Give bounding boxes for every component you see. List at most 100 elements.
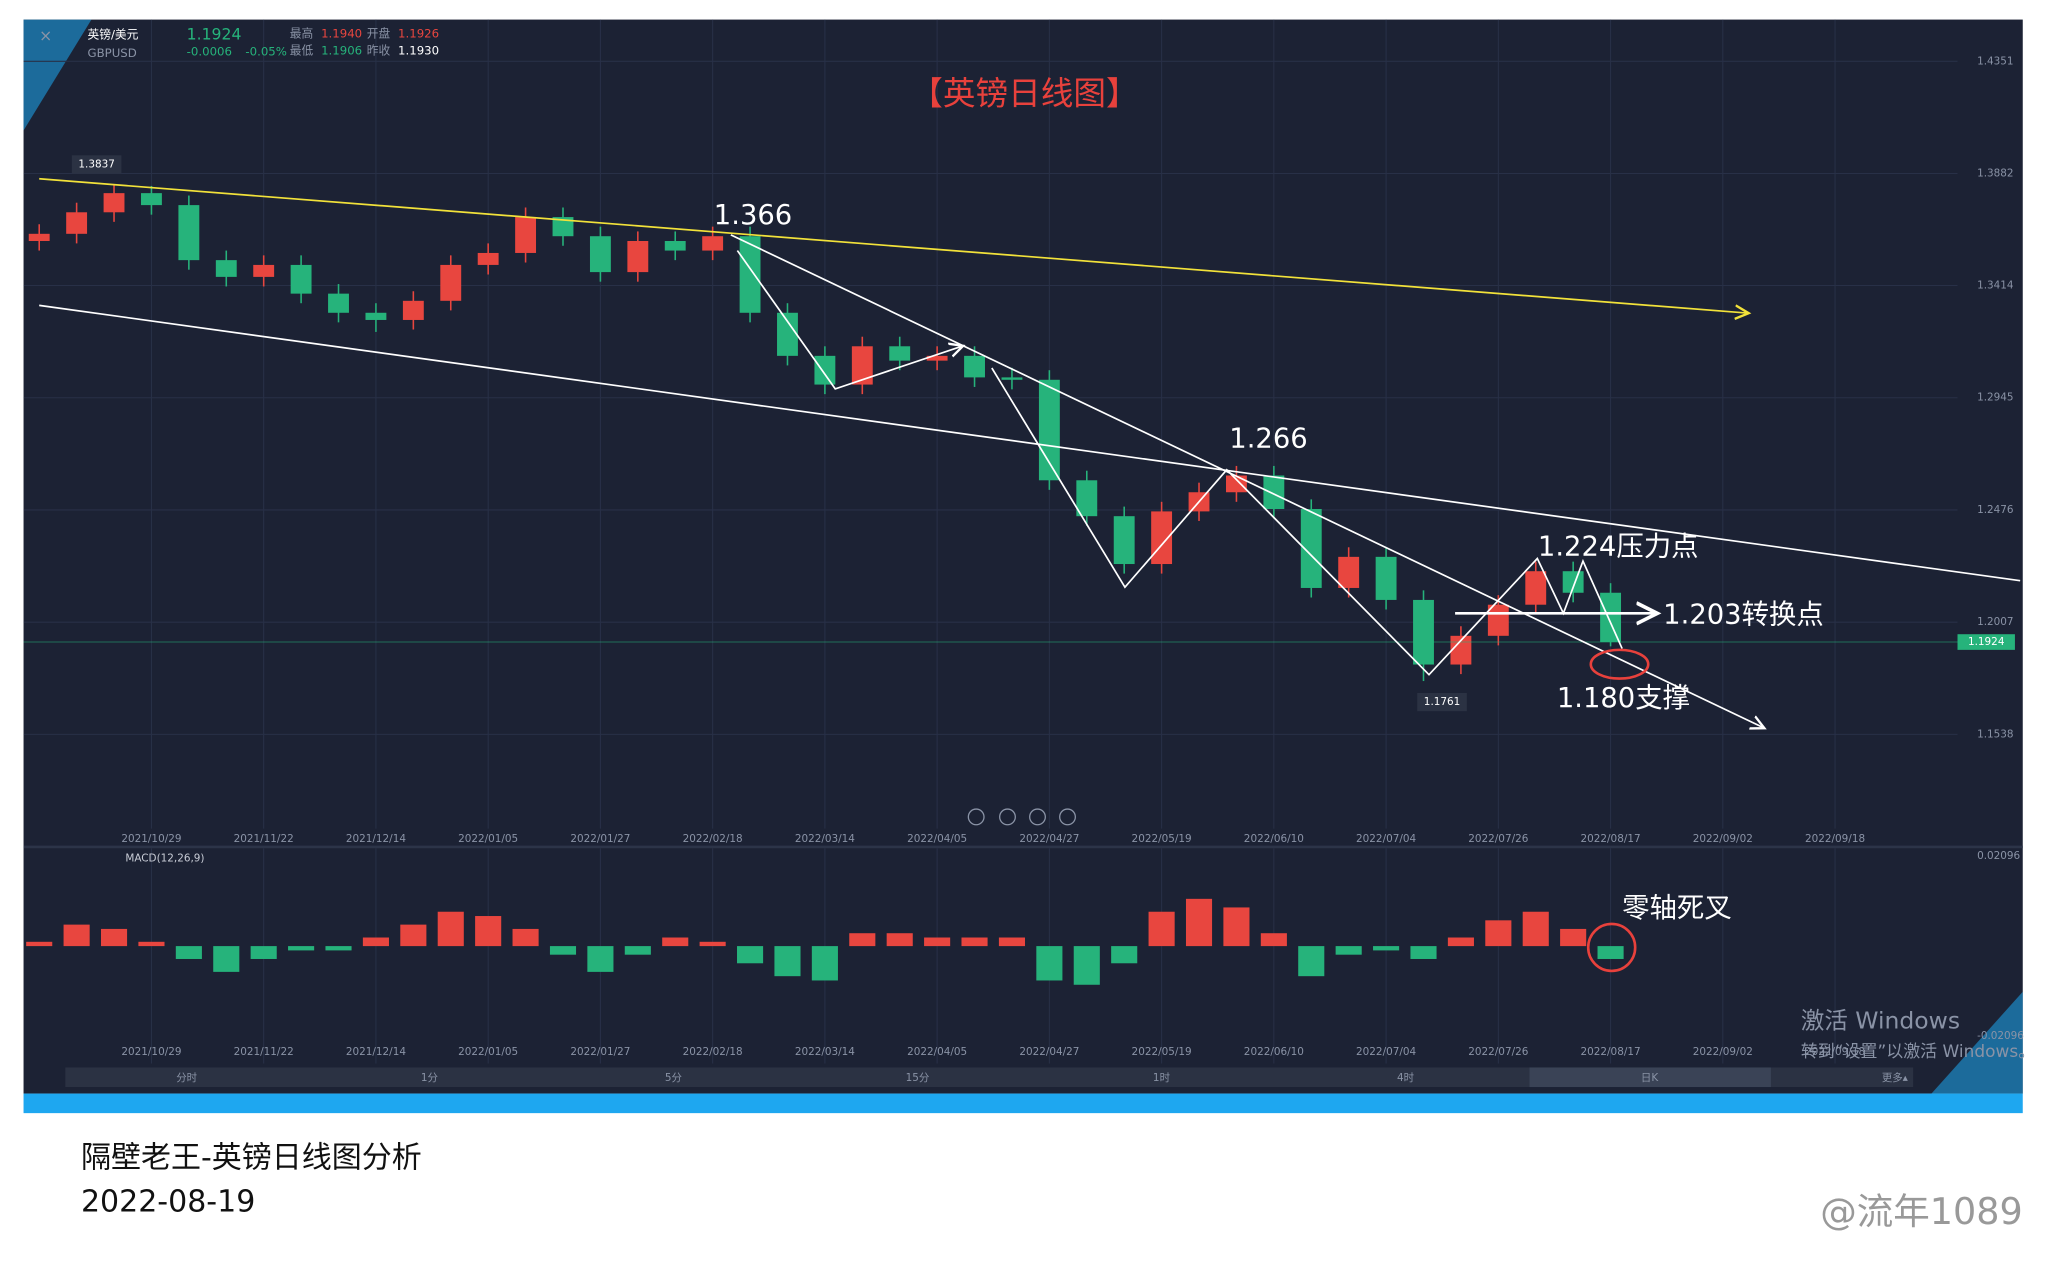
- x-tick-label: 2022/07/26: [1468, 833, 1528, 845]
- candle-body: [477, 252, 499, 265]
- candle-body: [964, 355, 985, 378]
- candle-body: [290, 264, 312, 294]
- watermark: @流年1089: [1820, 1190, 2022, 1233]
- macd-bar: [1223, 907, 1250, 947]
- candle-body: [589, 236, 611, 273]
- candle-body: [215, 260, 237, 277]
- macd-bar: [549, 946, 577, 955]
- y-tick-label: 1.2945: [1977, 392, 2013, 404]
- macd-bar: [1373, 946, 1400, 951]
- candle-body: [889, 346, 911, 361]
- chart-background: [23, 19, 2023, 1094]
- candle-body: [552, 217, 574, 237]
- activation-title: 激活 Windows: [1801, 1006, 1960, 1034]
- macd-bar: [774, 946, 801, 977]
- scroll-right[interactable]: [1029, 808, 1046, 826]
- macd-bar: [1560, 928, 1587, 947]
- symbol: GBPUSD: [87, 46, 136, 60]
- toolbar-item[interactable]: 5分: [665, 1072, 682, 1084]
- macd-bar: [1148, 911, 1175, 947]
- macd-bar: [587, 946, 614, 972]
- macd-bar: [1335, 946, 1362, 955]
- toolbar-item[interactable]: 15分: [906, 1072, 930, 1084]
- activation-text: 转到“设置”以激活 Windows。: [1801, 1041, 2035, 1061]
- candle-body: [402, 300, 424, 320]
- macd-bar: [437, 911, 464, 947]
- last-price-tag: [1957, 634, 2015, 650]
- x-tick-label: 2022/01/27: [570, 1046, 630, 1058]
- x-tick-label: 2022/06/10: [1244, 833, 1304, 845]
- close-icon[interactable]: ×: [39, 26, 52, 45]
- change-pct: -0.05%: [245, 45, 287, 59]
- pair[interactable]: 英镑/美元: [87, 28, 138, 42]
- x-tick-label: 2022/05/19: [1132, 833, 1192, 845]
- candle-body: [141, 193, 162, 206]
- annotation: 1.366: [714, 200, 792, 231]
- annotation: 1.180支撑: [1557, 683, 1690, 714]
- macd-bar: [63, 924, 90, 947]
- low-label: 1.1761: [1424, 696, 1460, 708]
- candle-body: [1300, 508, 1322, 588]
- candle-body: [1525, 571, 1547, 605]
- y-tick-label: -0.02096: [1977, 1030, 2024, 1042]
- corner-decoration: [1931, 991, 2023, 1094]
- x-tick-label: 2022/01/05: [458, 1046, 518, 1058]
- x-tick-label: 2022/08/17: [1581, 1046, 1641, 1058]
- toolbar-item[interactable]: 4时: [1397, 1072, 1415, 1084]
- macd-bar: [699, 941, 726, 947]
- macd-bar: [1485, 920, 1512, 947]
- toolbar-item[interactable]: 1时: [1153, 1072, 1171, 1084]
- trend-line: [730, 234, 1765, 728]
- macd-bar: [624, 946, 651, 955]
- annotation: 1.224压力点: [1538, 532, 1699, 563]
- label-box: [71, 155, 122, 174]
- stat-label: 最高: [290, 26, 313, 40]
- y-tick-label: 1.1538: [1977, 728, 2013, 740]
- macd-bar: [811, 946, 838, 981]
- x-tick-label: 2022/04/05: [907, 1046, 967, 1058]
- macd-bar: [1185, 898, 1213, 947]
- candle-body: [851, 346, 873, 385]
- x-tick-label: 2022/08/17: [1581, 833, 1641, 845]
- macd-bar: [512, 928, 539, 947]
- y-tick-label: 1.3414: [1977, 280, 2014, 292]
- label-box: [1417, 692, 1467, 712]
- trend-line: [39, 177, 1749, 313]
- y-tick-label: 0.02096: [1977, 850, 2020, 862]
- candle-body: [66, 212, 88, 234]
- highlight-circle: [1589, 648, 1650, 680]
- caption-title: 隔壁老王-英镑日线图分析: [81, 1140, 422, 1175]
- highlight-circle: [1586, 922, 1637, 973]
- candle-body: [926, 355, 948, 361]
- toolbar: [65, 1067, 1914, 1088]
- x-tick-label: 2021/11/22: [234, 1046, 294, 1058]
- toolbar-item[interactable]: 分时: [176, 1072, 197, 1084]
- x-tick-label: 2022/05/19: [1132, 1046, 1192, 1058]
- x-tick-label: 2022/03/14: [795, 1046, 855, 1058]
- macd-bar: [400, 924, 427, 947]
- candle-body: [1038, 379, 1060, 481]
- stat-value: 1.1930: [398, 43, 439, 57]
- stat-label: 开盘: [367, 26, 391, 40]
- x-tick-label: 2022/09/02: [1693, 1046, 1753, 1058]
- candle-body: [365, 312, 387, 320]
- toolbar-item[interactable]: 日K: [1641, 1072, 1659, 1084]
- zoom-in[interactable]: [1059, 808, 1077, 826]
- zoom-out[interactable]: [967, 808, 985, 826]
- annotation: 1.203转换点: [1663, 599, 1824, 630]
- toolbar-item[interactable]: 更多▴: [1882, 1071, 1909, 1084]
- toolbar-item[interactable]: 1分: [421, 1072, 438, 1084]
- x-tick-label: 2022/01/05: [458, 833, 518, 845]
- candle-body: [515, 217, 537, 253]
- macd-bar: [26, 941, 53, 947]
- stat-value: 1.1940: [321, 26, 362, 40]
- y-tick-label: 1.2007: [1977, 616, 2013, 628]
- scroll-left[interactable]: [999, 808, 1016, 826]
- candle-body: [777, 312, 798, 356]
- macd-bar: [1260, 933, 1287, 947]
- candle-body: [1338, 556, 1360, 588]
- y-tick-label: 1.4351: [1977, 55, 2013, 67]
- macd-bar: [662, 937, 689, 947]
